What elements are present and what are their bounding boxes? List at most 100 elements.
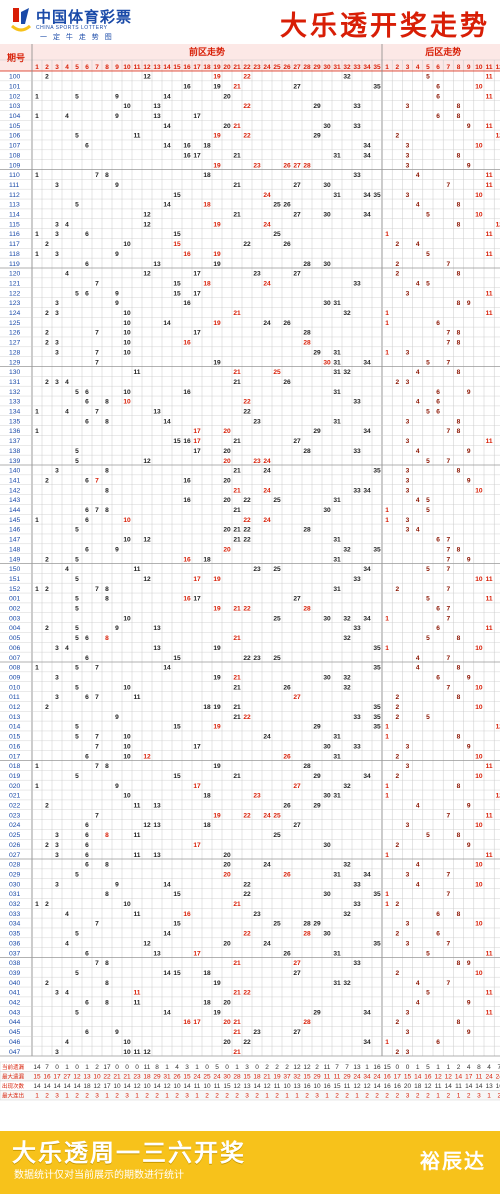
statistics-value: 16 bbox=[383, 1083, 391, 1090]
statistics-value: 24 bbox=[496, 1074, 500, 1081]
front-zone-number: 21 bbox=[233, 310, 241, 317]
front-zone-number: 7 bbox=[95, 477, 99, 484]
period-number: 126 bbox=[9, 330, 21, 337]
front-zone-number: 22 bbox=[243, 409, 251, 416]
back-zone-number: 1 bbox=[385, 891, 389, 898]
front-zone-number: 29 bbox=[313, 724, 321, 731]
back-zone-number: 1 bbox=[385, 507, 389, 514]
front-zone-number: 34 bbox=[363, 152, 371, 159]
front-zone-number: 32 bbox=[343, 310, 351, 317]
front-zone-header: 前区走势 bbox=[189, 46, 225, 57]
front-zone-number: 20 bbox=[223, 940, 231, 947]
period-number: 038 bbox=[9, 960, 21, 967]
front-zone-number: 2 bbox=[45, 74, 49, 81]
front-zone-number: 30 bbox=[323, 842, 331, 849]
statistics-value: 14 bbox=[53, 1083, 61, 1090]
statistics-value: 2 bbox=[375, 1093, 379, 1100]
back-zone-number: 5 bbox=[426, 409, 430, 416]
front-zone-number: 12 bbox=[143, 822, 151, 829]
back-zone-number: 11 bbox=[486, 852, 493, 859]
front-zone-number: 31 bbox=[333, 300, 341, 307]
front-zone-number: 21 bbox=[233, 635, 241, 642]
front-zone-number: 21 bbox=[233, 990, 241, 997]
back-zone-number: 5 bbox=[426, 212, 430, 219]
back-zone-number: 2 bbox=[395, 842, 399, 849]
period-number: 041 bbox=[9, 990, 21, 997]
front-zone-number: 35 bbox=[373, 83, 381, 90]
front-zone-number: 24 bbox=[263, 487, 271, 494]
front-number-header: 24 bbox=[263, 64, 271, 71]
statistics-label: 当前遗漏 bbox=[2, 1063, 25, 1071]
back-zone-number: 8 bbox=[457, 271, 461, 278]
back-zone-number: 8 bbox=[457, 665, 461, 672]
period-number: 104 bbox=[9, 113, 21, 120]
front-zone-number: 16 bbox=[183, 438, 191, 445]
front-zone-number: 27 bbox=[293, 960, 301, 967]
front-zone-number: 5 bbox=[75, 93, 79, 100]
front-zone-number: 3 bbox=[55, 379, 59, 386]
back-zone-number: 5 bbox=[426, 280, 430, 287]
front-zone-number: 28 bbox=[303, 1019, 311, 1026]
front-number-header: 3 bbox=[55, 64, 59, 71]
back-zone-number: 2 bbox=[395, 901, 399, 908]
period-number: 100 bbox=[9, 74, 21, 81]
front-zone-number: 28 bbox=[303, 162, 311, 169]
statistics-value: 1 bbox=[265, 1093, 269, 1100]
back-zone-number: 8 bbox=[457, 221, 461, 228]
front-zone-number: 3 bbox=[55, 340, 59, 347]
front-zone-number: 2 bbox=[45, 803, 49, 810]
back-zone-number: 5 bbox=[426, 950, 430, 957]
front-zone-number: 31 bbox=[333, 389, 341, 396]
back-zone-number: 2 bbox=[395, 586, 399, 593]
front-zone-number: 11 bbox=[134, 133, 141, 140]
statistics-value: 16 bbox=[424, 1074, 432, 1081]
front-zone-number: 5 bbox=[75, 448, 79, 455]
front-zone-number: 33 bbox=[353, 399, 361, 406]
statistics-value: 2 bbox=[365, 1093, 369, 1100]
front-number-header: 1 bbox=[35, 64, 39, 71]
front-zone-number: 33 bbox=[353, 103, 361, 110]
statistics-value: 28 bbox=[233, 1074, 241, 1081]
front-zone-number: 25 bbox=[273, 812, 281, 819]
statistics-value: 16 bbox=[383, 1074, 391, 1081]
statistics-value: 31 bbox=[163, 1074, 171, 1081]
statistics-value: 14 bbox=[33, 1064, 41, 1071]
front-zone-number: 7 bbox=[95, 349, 99, 356]
front-zone-number: 11 bbox=[134, 1049, 141, 1056]
back-zone-number: 3 bbox=[406, 822, 410, 829]
statistics-value: 19 bbox=[273, 1074, 281, 1081]
front-number-header: 21 bbox=[233, 64, 241, 71]
back-zone-number: 8 bbox=[457, 152, 461, 159]
front-number-header: 28 bbox=[303, 64, 311, 71]
period-number: 146 bbox=[9, 527, 21, 534]
front-zone-number: 5 bbox=[75, 202, 79, 209]
front-zone-number: 19 bbox=[213, 724, 221, 731]
front-zone-number: 34 bbox=[363, 871, 371, 878]
period-number: 029 bbox=[9, 871, 21, 878]
statistics-value: 29 bbox=[343, 1074, 351, 1081]
front-zone-number: 22 bbox=[243, 517, 251, 524]
front-zone-number: 21 bbox=[233, 487, 241, 494]
back-zone-number: 2 bbox=[395, 970, 399, 977]
period-number: 025 bbox=[9, 832, 21, 839]
back-zone-number: 8 bbox=[457, 783, 461, 790]
statistics-value: 10 bbox=[143, 1083, 151, 1090]
front-zone-number: 19 bbox=[213, 83, 221, 90]
front-zone-number: 28 bbox=[303, 606, 311, 613]
front-zone-number: 6 bbox=[85, 261, 89, 268]
back-zone-number: 4 bbox=[416, 369, 420, 376]
front-zone-number: 2 bbox=[45, 980, 49, 987]
front-zone-number: 15 bbox=[173, 970, 181, 977]
front-zone-number: 4 bbox=[65, 113, 69, 120]
front-zone-number: 13 bbox=[153, 645, 161, 652]
statistics-value: 2 bbox=[446, 1093, 450, 1100]
statistics-value: 14 bbox=[455, 1074, 463, 1081]
back-zone-number: 2 bbox=[395, 379, 399, 386]
front-zone-number: 10 bbox=[123, 901, 131, 908]
back-zone-number: 5 bbox=[426, 251, 430, 258]
front-number-header: 23 bbox=[253, 64, 261, 71]
back-zone-number: 8 bbox=[457, 635, 461, 642]
statistics-label: 出现次数 bbox=[2, 1082, 25, 1090]
front-zone-number: 17 bbox=[193, 330, 201, 337]
back-zone-number: 1 bbox=[385, 231, 389, 238]
